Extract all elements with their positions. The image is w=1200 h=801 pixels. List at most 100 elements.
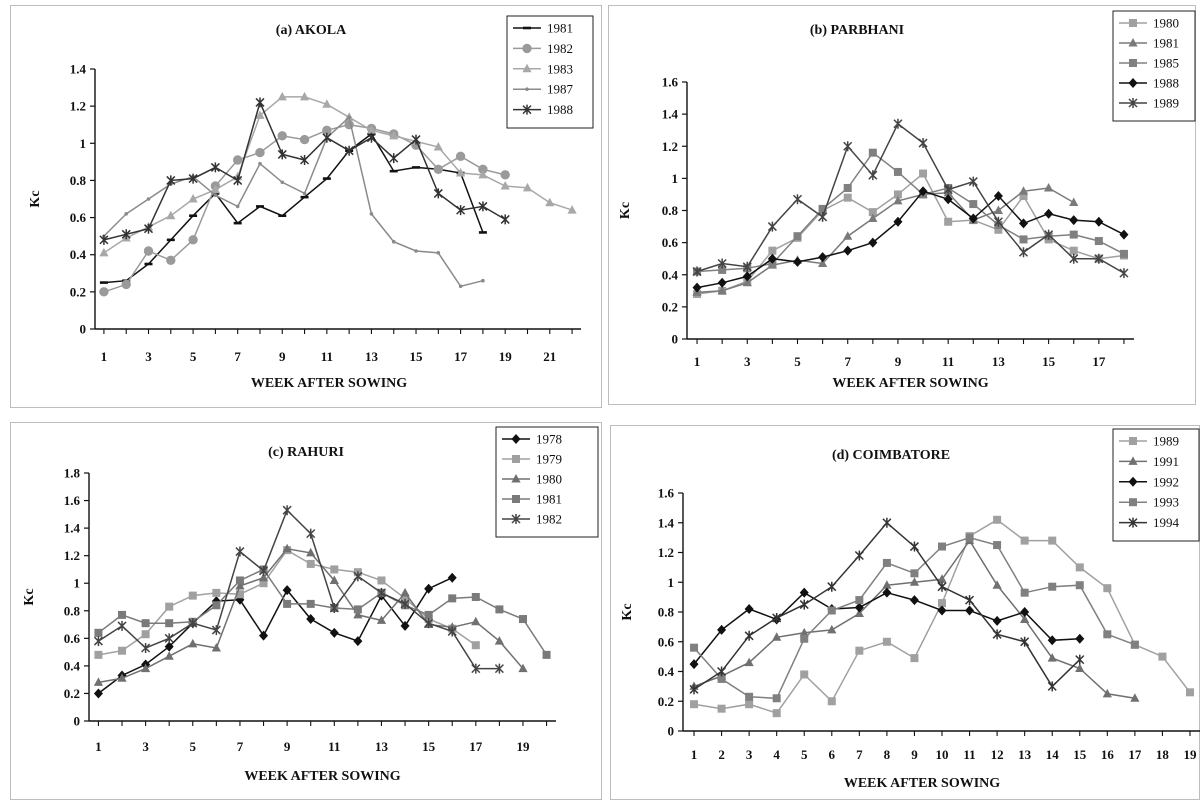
x-tick-label: 6 [829,747,836,762]
y-tick-label: 1.4 [662,107,679,122]
legend: 1978 1979 1980 1981 1982 [495,426,599,538]
data-point [1075,581,1084,590]
y-tick-label: 1 [668,575,675,590]
data-point [718,265,727,274]
data-point [436,251,441,255]
data-point [968,176,978,187]
legend-item: 1978 [502,432,562,447]
data-point [210,162,220,173]
x-tick-label: 14 [1046,747,1060,762]
data-point [818,258,828,268]
series-1994 [689,517,1085,695]
data-point [306,614,316,625]
legend-item: 1981 [1119,36,1179,51]
legend-item: 1988 [1119,76,1179,91]
x-tick-label: 1 [101,349,108,364]
data-point [447,572,457,583]
y-tick-label: 0.8 [70,173,87,188]
data-point [1069,246,1078,255]
legend-label: 1981 [536,492,562,507]
data-point [400,587,410,597]
data-point [690,643,699,652]
x-tick-label: 19 [1183,747,1197,762]
y-tick-label: 0.6 [658,634,675,649]
data-point [141,619,150,628]
data-point [306,528,316,539]
y-tick-label: 1.6 [662,75,679,90]
data-point [744,604,754,615]
series-line [696,151,1125,273]
legend-label: 1993 [1153,495,1179,510]
data-point [99,287,109,297]
data-point [893,167,902,176]
data-point [937,574,947,583]
data-point [1094,253,1104,264]
chart-title: (c) RAHURI [268,445,344,460]
legend-label: 1989 [1153,434,1179,449]
data-point [99,234,109,245]
data-point [471,663,481,674]
x-axis-label: WEEK AFTER SOWING [832,376,988,391]
legend-item: 1980 [1119,16,1179,31]
data-point [389,153,399,164]
data-point [855,596,864,605]
data-point [347,115,351,120]
x-tick-label: 11 [942,354,954,369]
data-point [299,134,310,145]
chart-panel-coimbatore: (d) COIMBATORE 0 0.2 0.4 0.6 0.8 1 1.2 1.4 1.6 1 2 3… [610,425,1200,800]
legend-label: 1983 [547,61,573,76]
legend-item: 1979 [502,452,562,467]
y-tick-label: 1.2 [658,545,674,560]
x-tick-label: 7 [844,354,851,369]
data-point [330,565,339,574]
series-1987 [102,115,485,289]
data-point [455,151,466,161]
data-point [282,585,292,596]
data-point [433,142,443,151]
data-point [882,517,892,528]
series-line [103,115,484,288]
data-point [322,132,332,143]
data-point [1069,230,1078,239]
data-point [1075,654,1085,665]
data-point [481,278,485,283]
legend-label: 1979 [536,452,562,467]
legend-label: 1982 [536,512,562,527]
x-tick-label: 17 [469,739,483,754]
x-tick-label: 11 [963,747,975,762]
data-point [471,616,481,626]
data-point [1048,582,1057,591]
y-tick-label: 0.4 [658,664,675,679]
data-point [518,663,528,673]
y-tick-label: 0.2 [662,299,678,314]
data-point [919,169,928,178]
series-1982 [93,505,504,674]
data-point [280,180,285,185]
x-tick-label: 16 [1101,747,1115,762]
x-axis-label: WEEK AFTER SOWING [251,376,407,391]
data-point [1102,688,1112,698]
data-point [800,634,809,643]
data-point [329,627,339,638]
y-tick-label: 0.2 [658,694,674,709]
y-tick-label: 1 [672,171,679,186]
data-point [306,599,315,608]
data-point [188,173,198,184]
data-point [1020,636,1030,647]
legend-item: 1989 [1119,434,1179,449]
legend-label: 1982 [547,41,573,56]
x-tick-label: 13 [992,354,1006,369]
data-point [843,193,852,202]
data-point [944,217,953,226]
series-line [696,190,1125,289]
legend-marker [1128,38,1138,47]
y-axis-label: Kc [22,588,37,605]
y-tick-label: 0 [74,714,81,729]
data-point [235,580,245,590]
y-tick-label: 0 [668,724,675,739]
data-point [495,605,504,614]
data-point [854,602,864,613]
data-point [1075,663,1085,673]
